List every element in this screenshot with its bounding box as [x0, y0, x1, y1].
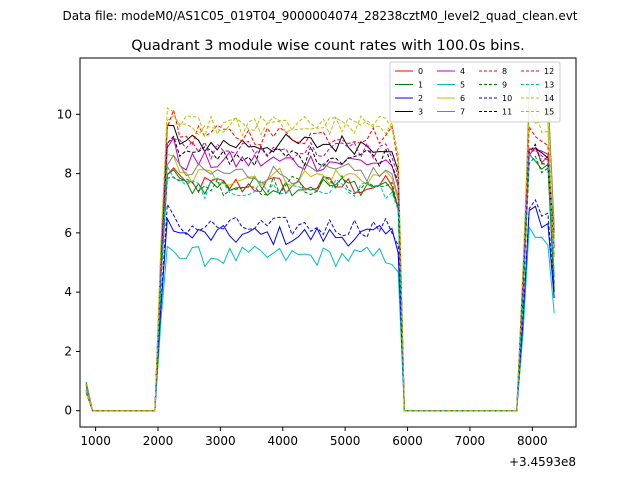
legend-label-15: 15	[544, 108, 554, 117]
y-tick-label: 4	[64, 285, 72, 299]
legend-label-0: 0	[418, 67, 423, 76]
x-axis: 1000 2000 3000 4000 5000 6000 7000 8000	[80, 427, 548, 448]
series-layer	[85, 81, 555, 412]
x-tick-label: 4000	[267, 434, 298, 448]
y-tick-label: 0	[64, 404, 72, 418]
y-tick-label: 10	[57, 107, 72, 121]
y-tick-label: 2	[64, 344, 72, 358]
x-tick-label: 3000	[205, 434, 236, 448]
legend-label-12: 12	[544, 67, 554, 76]
series-line-8	[85, 108, 555, 412]
legend-label-3: 3	[418, 108, 423, 117]
plot-frame	[79, 57, 577, 428]
chart-title: Quadrant 3 module wise count rates with …	[131, 38, 525, 54]
series-line-15	[85, 108, 555, 412]
x-tick-label: 8000	[517, 434, 548, 448]
legend-label-6: 6	[460, 94, 465, 103]
legend-label-10: 10	[502, 94, 512, 103]
legend-label-11: 11	[502, 108, 512, 117]
y-axis: 0 2 4 6 8 10	[57, 107, 80, 418]
y-tick-label: 6	[64, 226, 72, 240]
x-tick-label: 5000	[330, 434, 361, 448]
legend-label-13: 13	[544, 81, 554, 90]
legend-label-2: 2	[418, 94, 423, 103]
x-tick-label: 6000	[392, 434, 423, 448]
x-tick-label: 1000	[80, 434, 111, 448]
x-tick-label: 7000	[455, 434, 486, 448]
y-tick-label: 8	[64, 167, 72, 181]
figure-suptitle: Data file: modeM0/AS1C05_019T04_90000040…	[62, 9, 577, 23]
legend-box	[389, 61, 561, 123]
x-offset-label: +3.4593e8	[509, 455, 576, 469]
legend-label-7: 7	[460, 108, 465, 117]
legend-label-5: 5	[460, 81, 465, 90]
legend-label-4: 4	[460, 67, 465, 76]
legend-label-8: 8	[502, 67, 507, 76]
legend-label-14: 14	[544, 94, 554, 103]
legend-label-1: 1	[418, 81, 423, 90]
x-tick-label: 2000	[143, 434, 174, 448]
legend-label-9: 9	[502, 81, 507, 90]
